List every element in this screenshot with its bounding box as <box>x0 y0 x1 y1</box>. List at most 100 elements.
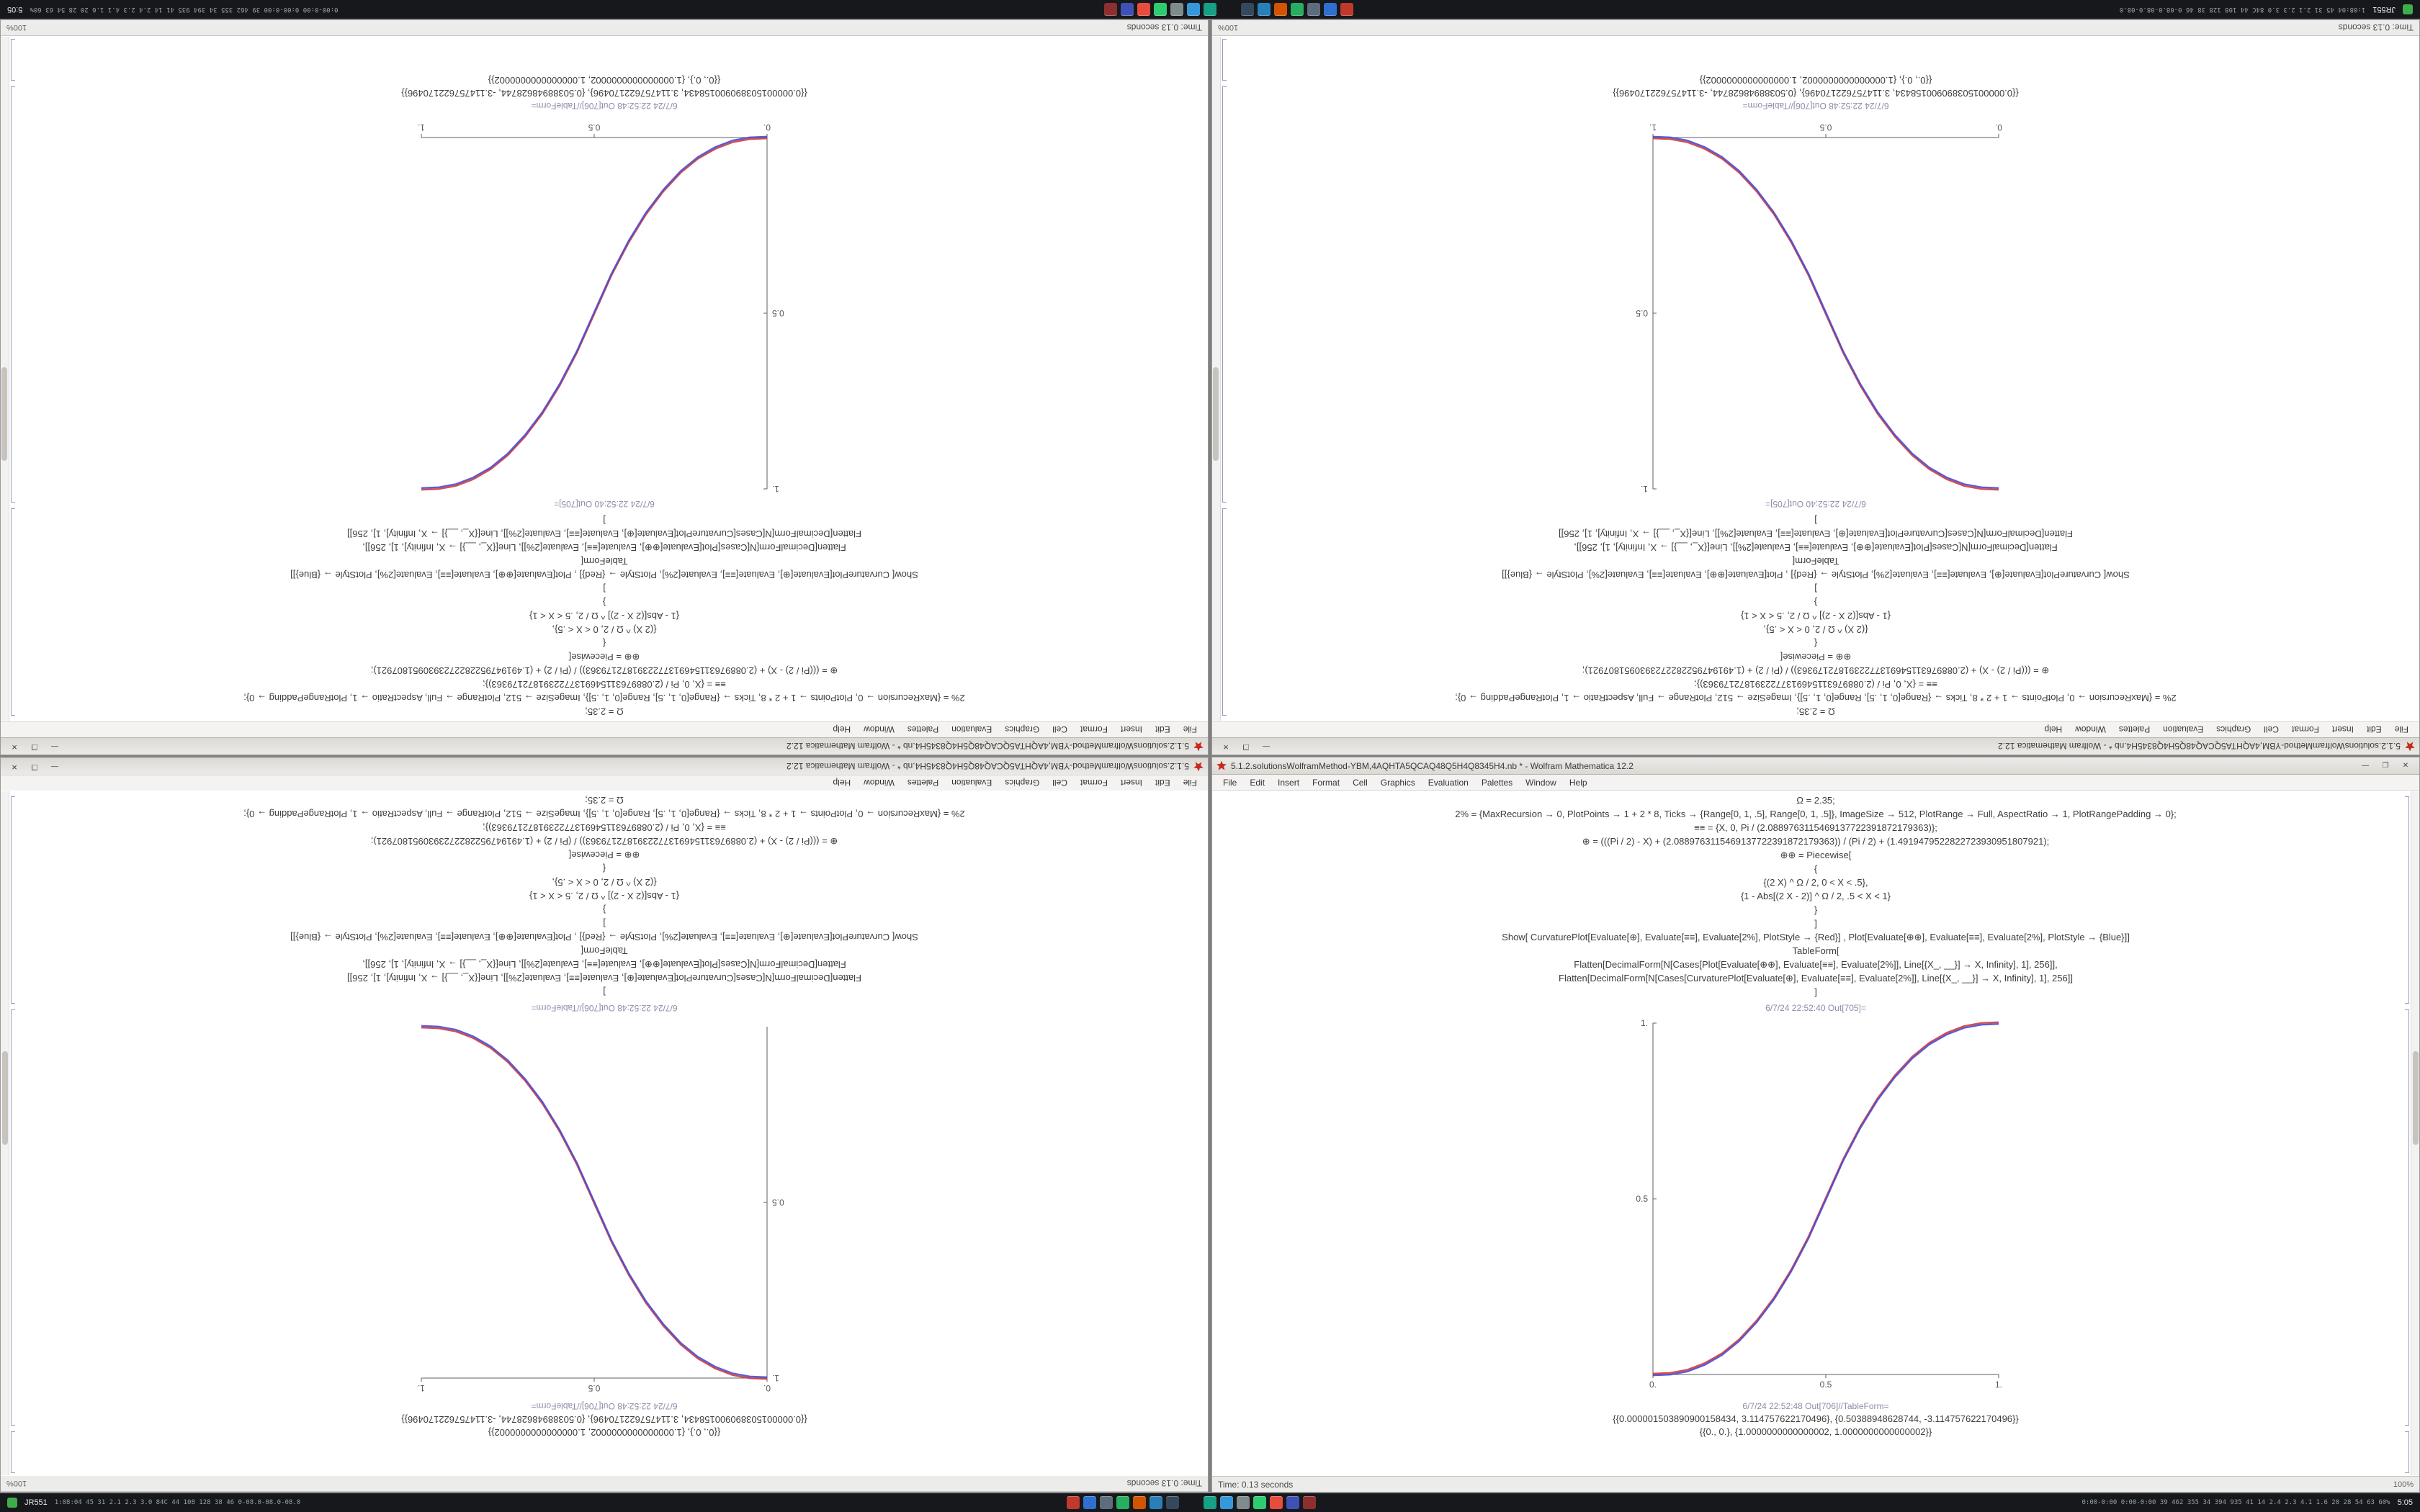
menu-window[interactable]: Window <box>864 724 895 735</box>
code-line-7[interactable]: {(2 X) ^ Ω / 2, 0 < X < .5}, <box>552 877 657 888</box>
menu-cell[interactable]: Cell <box>1052 778 1067 788</box>
code-line-4[interactable]: ⊕ = (((Pi / 2) - X) + (2.088976311546913… <box>1582 836 2050 847</box>
menu-insert[interactable]: Insert <box>2331 724 2354 735</box>
menu-file[interactable]: File <box>2394 724 2408 735</box>
taskbar-app-label[interactable]: JR551 <box>2372 5 2396 14</box>
window-titlebar[interactable]: 5.1.2.solutionsWolframMethod-YBM,4AQHTA5… <box>1 737 1208 755</box>
close-button[interactable]: ✕ <box>11 742 18 750</box>
app-indigo-icon[interactable] <box>1121 3 1134 16</box>
code-line-13[interactable]: Flatten[DecimalForm[N[Cases[Plot[Evaluat… <box>1574 959 2058 970</box>
code-line-13[interactable]: Flatten[DecimalForm[N[Cases[Plot[Evaluat… <box>1574 542 2058 553</box>
code-line-11[interactable]: Show[ CurvaturePlot[Evaluate[⊕], Evaluat… <box>290 570 918 580</box>
code-line-5[interactable]: ⊕⊕ = Piecewise[ <box>568 850 640 860</box>
menu-cell[interactable]: Cell <box>1353 777 1368 788</box>
menu-window[interactable]: Window <box>2075 724 2106 735</box>
code-line-12[interactable]: TableForm[ <box>581 945 628 956</box>
app-slate-icon[interactable] <box>1307 3 1321 16</box>
menu-window[interactable]: Window <box>864 778 895 788</box>
code-line-1[interactable]: Ω = 2.35; <box>585 795 624 806</box>
code-line-11[interactable]: Show[ CurvaturePlot[Evaluate[⊕], Evaluat… <box>1502 570 2130 580</box>
window-titlebar[interactable]: 5.1.2.solutionsWolframMethod-YBM,4AQHTA5… <box>1 757 1208 775</box>
app-navy-icon[interactable] <box>1241 3 1255 16</box>
cell-bracket-input[interactable] <box>2405 796 2409 1004</box>
code-line-1[interactable]: Ω = 2.35; <box>1796 795 1835 806</box>
menu-insert[interactable]: Insert <box>1120 778 1142 788</box>
code-line-10[interactable]: ] <box>603 918 606 929</box>
menu-file[interactable]: File <box>1223 777 1237 788</box>
code-line-6[interactable]: { <box>602 863 606 874</box>
code-line-6[interactable]: { <box>1814 638 1818 649</box>
cell-bracket-table-output[interactable] <box>1222 39 1227 81</box>
scrollbar-thumb[interactable] <box>2 1051 8 1145</box>
taskbar-app-badge-icon[interactable] <box>2403 4 2413 14</box>
magnification-control[interactable]: 100% <box>1218 23 1239 32</box>
code-line-7[interactable]: {(2 X) ^ Ω / 2, 0 < X < .5}, <box>1763 624 1868 635</box>
code-line-9[interactable]: } <box>1814 904 1818 915</box>
minimize-button[interactable]: — <box>1263 742 1270 750</box>
menu-evaluation[interactable]: Evaluation <box>1428 777 1469 788</box>
cell-bracket-table-output[interactable] <box>11 39 15 81</box>
menu-evaluation[interactable]: Evaluation <box>951 724 992 735</box>
code-line-12[interactable]: TableForm[ <box>1792 556 1839 567</box>
menu-file[interactable]: File <box>1183 778 1197 788</box>
menu-palettes[interactable]: Palettes <box>907 778 939 788</box>
app-blue-2-icon[interactable] <box>1258 3 1271 16</box>
code-line-1[interactable]: Ω = 2.35; <box>1796 706 1835 717</box>
minimize-button[interactable]: — <box>2362 762 2369 770</box>
code-line-3[interactable]: ≡≡ = {X, 0, Pi / (2.08897631154691377223… <box>483 679 726 690</box>
close-button[interactable]: ✕ <box>11 762 18 770</box>
app-orange-icon[interactable] <box>1132 1496 1146 1509</box>
app-green-2-icon[interactable] <box>1252 1496 1266 1509</box>
menu-help[interactable]: Help <box>833 778 851 788</box>
code-line-4[interactable]: ⊕ = (((Pi / 2) - X) + (2.088976311546913… <box>370 665 838 676</box>
magnification-control[interactable]: 100% <box>6 23 27 32</box>
cell-bracket-input[interactable] <box>11 796 15 1004</box>
code-line-15[interactable]: ] <box>1814 986 1817 997</box>
code-line-1[interactable]: Ω = 2.35; <box>585 706 624 717</box>
minimize-button[interactable]: — <box>51 742 58 750</box>
app-green-icon[interactable] <box>1116 1496 1129 1509</box>
menu-palettes[interactable]: Palettes <box>1481 777 1513 788</box>
vertical-scrollbar[interactable] <box>2411 791 2419 1475</box>
menu-help[interactable]: Help <box>1569 777 1587 788</box>
app-blue-2-icon[interactable] <box>1149 1496 1162 1509</box>
app-teal-icon[interactable] <box>1204 3 1217 16</box>
menu-edit[interactable]: Edit <box>1155 724 1170 735</box>
notebook-content[interactable]: Ω = 2.35; 2% = {MaxRecursion → 0, PlotPoi… <box>1212 36 2419 721</box>
menu-graphics[interactable]: Graphics <box>1005 778 1040 788</box>
menu-format[interactable]: Format <box>2291 724 2319 735</box>
code-line-10[interactable]: ] <box>1814 918 1817 929</box>
code-line-8[interactable]: {1 - Abs[(2 X - 2)] ^ Ω / 2, .5 < X < 1} <box>1740 891 1891 901</box>
taskbar-app-badge-icon[interactable] <box>7 1498 17 1508</box>
maximize-button[interactable]: ❐ <box>2382 762 2389 770</box>
code-line-6[interactable]: { <box>1814 863 1818 874</box>
menu-graphics[interactable]: Graphics <box>1380 777 1415 788</box>
code-line-5[interactable]: ⊕⊕ = Piecewise[ <box>568 652 640 662</box>
code-line-14[interactable]: Flatten[DecimalForm[N[Cases[CurvaturePlo… <box>347 973 861 984</box>
menu-format[interactable]: Format <box>1312 777 1340 788</box>
app-slate-icon[interactable] <box>1099 1496 1113 1509</box>
taskbar-app-label[interactable]: JR551 <box>24 1498 48 1507</box>
code-line-4[interactable]: ⊕ = (((Pi / 2) - X) + (2.088976311546913… <box>370 836 838 847</box>
menu-palettes[interactable]: Palettes <box>907 724 939 735</box>
app-red-icon[interactable] <box>1340 3 1354 16</box>
menu-graphics[interactable]: Graphics <box>2216 724 2251 735</box>
code-line-7[interactable]: {(2 X) ^ Ω / 2, 0 < X < .5}, <box>1763 877 1868 888</box>
window-titlebar[interactable]: 5.1.2.solutionsWolframMethod-YBM,4AQHTA5… <box>1212 757 2419 775</box>
scrollbar-thumb[interactable] <box>1 367 7 461</box>
code-line-10[interactable]: ] <box>1814 583 1817 594</box>
code-line-14[interactable]: Flatten[DecimalForm[N[Cases[CurvaturePlo… <box>1559 973 2073 984</box>
app-indigo-icon[interactable] <box>1286 1496 1299 1509</box>
menu-edit[interactable]: Edit <box>1155 778 1170 788</box>
menu-cell[interactable]: Cell <box>1052 724 1067 735</box>
code-line-3[interactable]: ≡≡ = {X, 0, Pi / (2.08897631154691377223… <box>483 822 726 833</box>
menu-insert[interactable]: Insert <box>1120 724 1142 735</box>
code-line-5[interactable]: ⊕⊕ = Piecewise[ <box>1780 652 1852 662</box>
app-navy-icon[interactable] <box>1165 1496 1179 1509</box>
code-line-7[interactable]: {(2 X) ^ Ω / 2, 0 < X < .5}, <box>552 624 657 635</box>
close-button[interactable]: ✕ <box>2402 762 2409 770</box>
maximize-button[interactable]: ❐ <box>31 762 38 770</box>
cell-bracket-input[interactable] <box>1222 508 1227 716</box>
magnification-control[interactable]: 100% <box>2393 1480 2414 1489</box>
cell-bracket-plot-output[interactable] <box>11 86 15 503</box>
